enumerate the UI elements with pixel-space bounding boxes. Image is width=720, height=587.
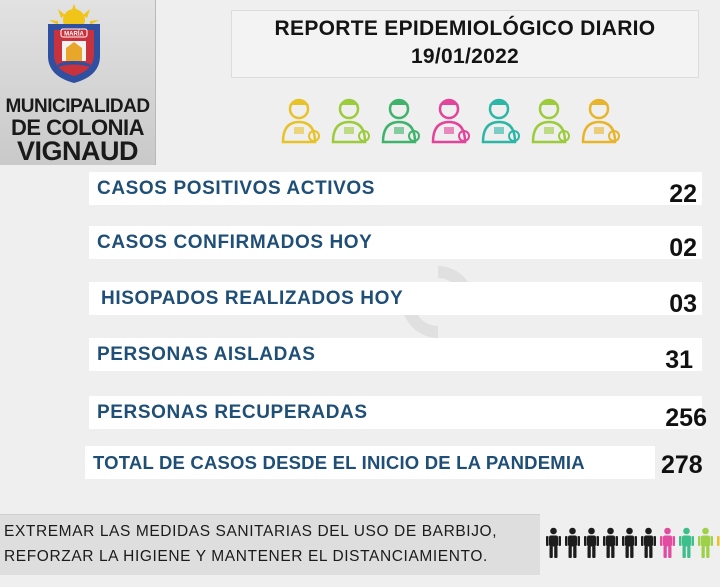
stat-label: TOTAL DE CASOS DESDE EL INICIO DE LA PAN…	[93, 452, 585, 473]
advice-line-2: REFORZAR LA HIGIENE Y MANTENER EL DISTAN…	[4, 548, 488, 565]
report-date: 19/01/2022	[410, 45, 520, 68]
logo-line-2: DE COLONIA	[10, 115, 145, 140]
advice-line-1: EXTREMAR LAS MEDIDAS SANITARIAS DEL USO …	[4, 523, 498, 540]
stat-value: 02	[669, 234, 697, 262]
stat-label: CASOS CONFIRMADOS HOY	[97, 232, 373, 253]
report-title: REPORTE EPIDEMIOLÓGICO DIARIO	[274, 17, 656, 40]
person-icon	[641, 527, 656, 558]
municipality-logo: MARÍA MUNICIPALIDAD DE COLONIA VIGNAUD	[0, 0, 156, 166]
person-icon	[584, 527, 599, 558]
stat-row-total-cases: TOTAL DE CASOS DESDE EL INICIO DE LA PAN…	[85, 446, 655, 479]
social-distancing-people-icons	[545, 527, 720, 559]
essential-workers-icons	[276, 94, 622, 144]
stat-label: PERSONAS RECUPERADAS	[97, 402, 368, 423]
stat-label: CASOS POSITIVOS ACTIVOS	[97, 178, 376, 199]
logo-line-1: MUNICIPALIDAD	[5, 96, 150, 117]
person-icon	[660, 527, 675, 558]
person-icon	[717, 536, 720, 546]
painter-icon	[531, 98, 570, 144]
stat-value-total: 278	[661, 451, 703, 479]
person-icon	[622, 527, 637, 558]
delivery-icon	[481, 98, 520, 144]
logo-line-3: VIGNAUD	[16, 136, 139, 166]
stat-value: 22	[669, 180, 697, 208]
stat-value: 31	[665, 346, 693, 374]
person-icon	[565, 527, 580, 558]
person-icon	[679, 527, 694, 558]
stat-row-isolated: PERSONAS AISLADAS 31	[89, 338, 702, 374]
person-icon	[698, 527, 713, 558]
builder-icon	[381, 98, 420, 144]
nurse-icon	[331, 98, 370, 144]
health-advice-banner: EXTREMAR LAS MEDIDAS SANITARIAS DEL USO …	[0, 514, 540, 575]
stat-row-active-cases: CASOS POSITIVOS ACTIVOS 22	[89, 172, 702, 208]
person-icon	[546, 527, 561, 558]
municipal-emblem-icon: MARÍA	[38, 4, 110, 84]
stat-row-confirmed-today: CASOS CONFIRMADOS HOY 02	[89, 226, 702, 262]
person-icon	[603, 527, 618, 558]
report-header: REPORTE EPIDEMIOLÓGICO DIARIO 19/01/2022	[231, 10, 699, 78]
stat-value: 256	[665, 404, 707, 432]
stat-label: PERSONAS AISLADAS	[97, 344, 316, 365]
stat-label: HISOPADOS REALIZADOS HOY	[101, 288, 404, 309]
stat-row-swabs-today: HISOPADOS REALIZADOS HOY 03	[89, 282, 702, 318]
emblem-text: MARÍA	[64, 30, 84, 38]
stat-row-recovered: PERSONAS RECUPERADAS 256	[89, 396, 707, 432]
stat-value: 03	[669, 290, 697, 318]
doctor-icon	[281, 98, 320, 144]
pharmacist-icon	[431, 98, 470, 144]
firefighter-icon	[581, 98, 620, 144]
